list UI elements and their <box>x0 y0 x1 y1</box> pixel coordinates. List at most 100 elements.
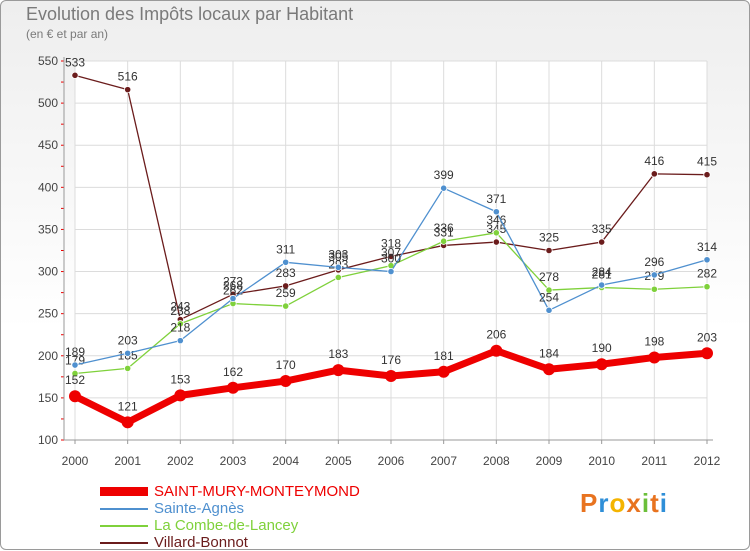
data-label-villard-bonnot: 283 <box>276 266 296 280</box>
data-point-la-combe-de-lancey <box>440 237 448 245</box>
data-label-villard-bonnot: 533 <box>65 55 85 69</box>
logo-letter: o <box>609 488 627 518</box>
data-point-la-combe-de-lancey <box>703 283 711 291</box>
data-point-sainte-agn-s <box>124 349 132 357</box>
data-point-villard-bonnot <box>71 71 79 79</box>
y-tick-label: 150 <box>38 391 58 405</box>
data-point-saint-mury-monteymond <box>279 375 292 388</box>
data-point-saint-mury-monteymond <box>174 389 187 402</box>
data-label-villard-bonnot: 331 <box>434 225 454 239</box>
data-point-saint-mury-monteymond <box>332 364 345 377</box>
x-tick-label: 2005 <box>325 454 352 468</box>
x-tick-label: 2007 <box>430 454 457 468</box>
x-tick-label: 2000 <box>62 454 89 468</box>
data-label-sainte-agn-s: 399 <box>434 168 454 182</box>
data-point-villard-bonnot <box>387 252 395 260</box>
chart-subtitle: (en € et par an) <box>26 27 109 41</box>
data-label-saint-mury-monteymond: 184 <box>539 346 559 360</box>
data-point-saint-mury-monteymond <box>437 365 450 378</box>
data-label-la-combe-de-lancey: 336 <box>434 221 454 235</box>
x-tick-label: 2010 <box>588 454 615 468</box>
chart-title: Evolution des Impôts locaux par Habitant <box>26 4 354 24</box>
x-tick-label: 2012 <box>694 454 721 468</box>
data-label-saint-mury-monteymond: 206 <box>486 328 506 342</box>
x-tick-label: 2001 <box>114 454 141 468</box>
data-label-la-combe-de-lancey: 346 <box>486 213 506 227</box>
data-point-villard-bonnot <box>124 86 132 94</box>
data-label-saint-mury-monteymond: 152 <box>65 373 85 387</box>
y-tick-label: 250 <box>38 307 58 321</box>
data-point-sainte-agn-s <box>71 361 79 369</box>
data-point-la-combe-de-lancey <box>650 285 658 293</box>
data-label-sainte-agn-s: 218 <box>170 321 190 335</box>
legend-label: SAINT-MURY-MONTEYMOND <box>154 483 360 500</box>
data-label-villard-bonnot: 416 <box>644 154 664 168</box>
data-point-villard-bonnot <box>598 238 606 246</box>
y-tick-label: 300 <box>38 265 58 279</box>
legend-label: La Combe-de-Lancey <box>154 517 299 534</box>
data-point-la-combe-de-lancey <box>545 286 553 294</box>
data-point-sainte-agn-s <box>176 337 184 345</box>
x-tick-label: 2006 <box>378 454 405 468</box>
logo-letter: P <box>580 488 599 518</box>
data-label-saint-mury-monteymond: 198 <box>644 334 664 348</box>
data-point-sainte-agn-s <box>229 294 237 303</box>
data-label-la-combe-de-lancey: 278 <box>539 270 559 284</box>
data-label-saint-mury-monteymond: 153 <box>170 372 190 386</box>
y-tick-label: 550 <box>38 54 58 68</box>
data-label-saint-mury-monteymond: 162 <box>223 365 243 379</box>
data-point-villard-bonnot <box>703 171 711 179</box>
legend-swatch <box>100 524 148 527</box>
legend-item: La Combe-de-Lancey <box>100 517 360 534</box>
x-tick-label: 2009 <box>536 454 563 468</box>
y-tick-label: 500 <box>38 96 58 110</box>
data-point-la-combe-de-lancey <box>334 273 342 282</box>
data-label-saint-mury-monteymond: 181 <box>434 349 454 363</box>
data-point-saint-mury-monteymond <box>385 369 397 382</box>
y-tick-label: 400 <box>38 180 58 194</box>
data-label-villard-bonnot: 325 <box>539 231 559 245</box>
data-label-sainte-agn-s: 300 <box>381 252 401 266</box>
data-label-villard-bonnot: 305 <box>328 250 348 264</box>
data-label-villard-bonnot: 335 <box>592 222 612 236</box>
y-tick-label: 450 <box>38 138 58 152</box>
data-point-saint-mury-monteymond <box>227 381 239 394</box>
data-point-sainte-agn-s <box>282 258 290 266</box>
data-label-sainte-agn-s: 296 <box>644 255 664 269</box>
legend-item: Sainte-Agnès <box>100 500 360 517</box>
data-point-la-combe-de-lancey <box>176 320 184 328</box>
legend-item: SAINT-MURY-MONTEYMOND <box>100 483 360 500</box>
data-label-villard-bonnot: 516 <box>118 70 138 84</box>
data-point-sainte-agn-s <box>387 267 395 276</box>
data-point-sainte-agn-s <box>703 256 711 264</box>
data-label-sainte-agn-s: 371 <box>486 192 506 206</box>
data-label-la-combe-de-lancey: 282 <box>697 267 717 281</box>
data-point-villard-bonnot <box>545 246 553 255</box>
data-label-villard-bonnot: 318 <box>381 236 401 250</box>
data-point-sainte-agn-s <box>334 263 342 271</box>
y-tick-label: 350 <box>38 222 58 236</box>
data-point-sainte-agn-s <box>598 281 606 289</box>
data-point-la-combe-de-lancey <box>124 364 132 373</box>
data-label-la-combe-de-lancey: 238 <box>170 304 190 318</box>
x-tick-label: 2011 <box>641 454 667 468</box>
x-tick-label: 2008 <box>483 454 510 468</box>
data-point-sainte-agn-s <box>440 184 448 192</box>
legend-swatch <box>100 541 148 544</box>
data-point-saint-mury-monteymond <box>121 416 134 429</box>
data-label-saint-mury-monteymond: 170 <box>276 358 296 372</box>
logo-letter: t <box>650 488 660 518</box>
data-label-la-combe-de-lancey: 262 <box>223 284 243 298</box>
data-label-saint-mury-monteymond: 190 <box>592 341 612 355</box>
data-point-saint-mury-monteymond <box>490 344 503 357</box>
legend-swatch <box>100 487 148 496</box>
data-label-villard-bonnot: 415 <box>697 155 717 169</box>
data-label-sainte-agn-s: 311 <box>276 242 295 256</box>
data-label-sainte-agn-s: 268 <box>223 279 243 293</box>
logo-letter: r <box>598 488 610 518</box>
data-point-sainte-agn-s <box>545 306 553 314</box>
legend-swatch <box>100 507 148 510</box>
x-tick-label: 2002 <box>167 454 194 468</box>
data-point-la-combe-de-lancey <box>492 229 500 237</box>
y-tick-label: 200 <box>38 349 58 363</box>
